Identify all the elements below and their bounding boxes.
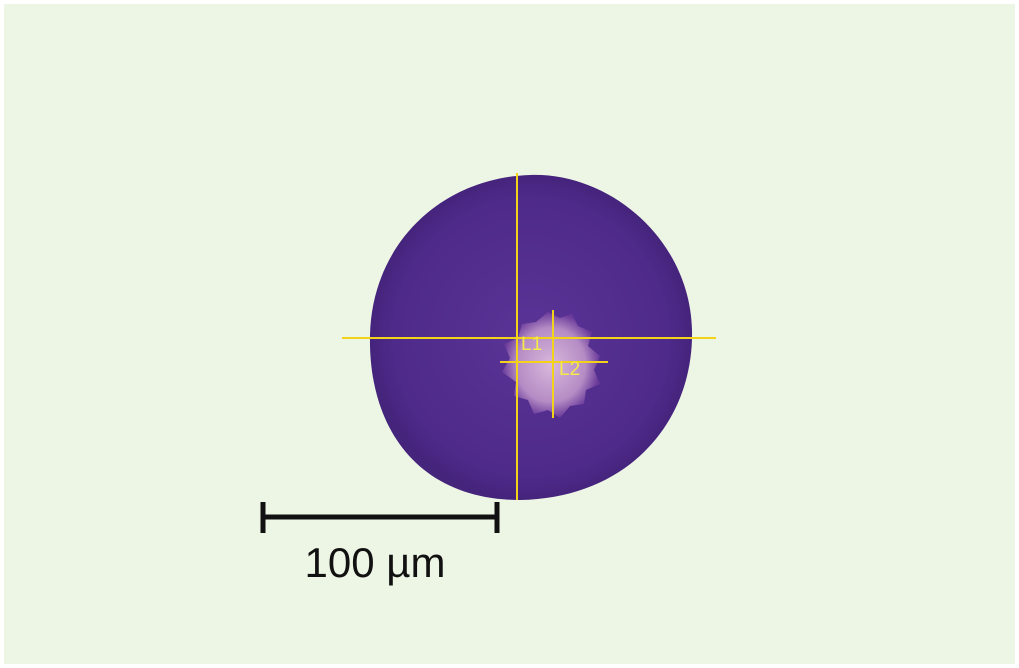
measure-label: L1: [521, 334, 542, 355]
page: {"measurements": [{"label": "L1"}, {"lab…: [0, 0, 1019, 668]
measure-label: L2: [559, 359, 580, 380]
scale-bar-label: 100 µm: [305, 539, 446, 586]
micrograph: L1 L2 100 µm: [0, 0, 1019, 668]
